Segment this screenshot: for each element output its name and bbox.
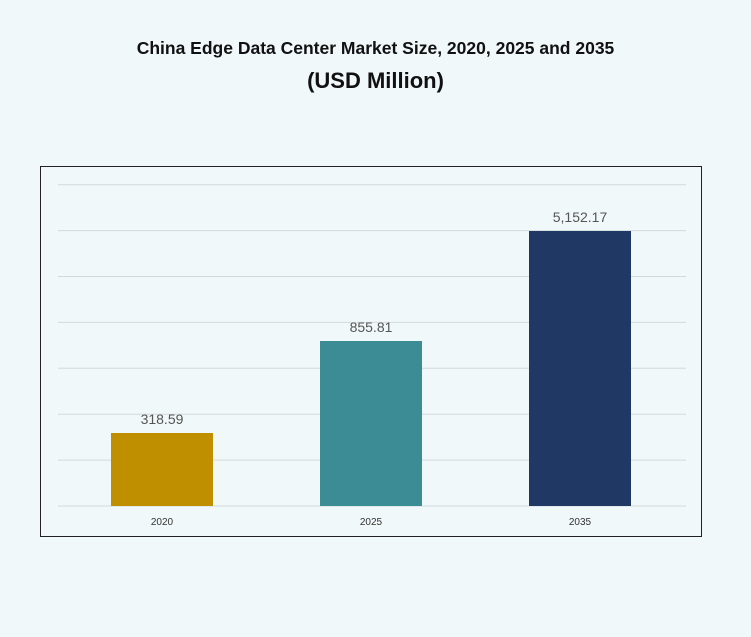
chart-title: China Edge Data Center Market Size, 2020…	[136, 38, 615, 58]
bar-2025	[320, 341, 422, 506]
data-label: 5,152.17	[553, 209, 608, 225]
chart-frame	[40, 166, 702, 537]
data-label: 318.59	[141, 411, 184, 427]
bar-2020	[111, 433, 213, 506]
x-tick-label: 2020	[151, 517, 174, 528]
x-tick-label: 2025	[360, 517, 383, 528]
chart-subtitle: (USD Million)	[307, 68, 444, 93]
data-label: 855.81	[350, 319, 393, 335]
x-tick-label: 2035	[569, 517, 592, 528]
bar-2035	[529, 231, 631, 506]
